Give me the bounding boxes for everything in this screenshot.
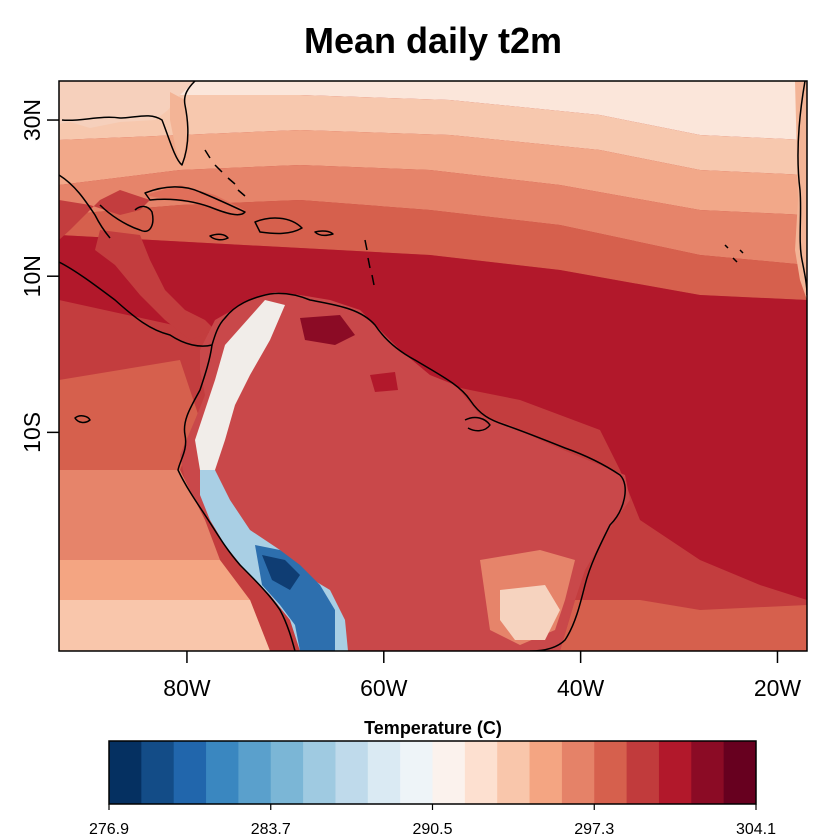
colorbar-cell xyxy=(529,741,563,804)
map-frame xyxy=(58,80,808,652)
coastline-mexico-gulf xyxy=(59,174,111,239)
colorbar-cell xyxy=(400,741,433,804)
colorbar-cell xyxy=(270,741,304,804)
field-band-south-pacific-3 xyxy=(59,600,270,651)
coastline-south-america-pacific xyxy=(177,344,296,651)
colorbar-cell xyxy=(691,741,725,804)
colorbar-cells xyxy=(109,741,757,804)
map-axes: 80W 60W 40W 20W 30N 10N 10S xyxy=(19,99,801,701)
field-band-north-4 xyxy=(59,165,807,265)
coastline-cape-verde xyxy=(724,244,744,263)
colorbar-tick-label: 304.1 xyxy=(736,821,776,838)
coastline-mexico-central-america xyxy=(59,261,626,651)
x-tick-label: 20W xyxy=(754,675,802,701)
map-panel xyxy=(59,81,807,651)
colorbar-cell xyxy=(626,741,660,804)
colorbar-cell xyxy=(141,741,175,804)
coastline-jamaica xyxy=(209,233,229,241)
coastline-bahamas xyxy=(204,149,246,197)
land-andes-core xyxy=(262,555,300,590)
colorbar-cell xyxy=(561,741,595,804)
land-hot-patch-amazon xyxy=(370,372,398,392)
colorbar-cell xyxy=(432,741,466,804)
colorbar-cell xyxy=(173,741,207,804)
colorbar-tick-label: 297.3 xyxy=(574,821,614,838)
field-band-eastern-pacific xyxy=(59,360,200,470)
coastline-gulf-north xyxy=(61,81,196,166)
colorbar-tick-label: 290.5 xyxy=(412,821,452,838)
land xyxy=(59,81,807,651)
coastline-yucatan xyxy=(99,204,154,232)
field-band-north-5 xyxy=(59,200,807,300)
coastline-puerto-rico xyxy=(314,230,334,237)
coastlines xyxy=(59,81,807,651)
field-band-north-1 xyxy=(59,81,807,140)
coastline-cuba xyxy=(144,186,246,216)
colorbar-tick-label: 276.9 xyxy=(89,821,129,838)
field-band-south-atlantic xyxy=(560,600,807,651)
coastline-africa xyxy=(797,81,807,296)
colorbar: Temperature (C) 276.9 283.7 290.5 297.3 304.… xyxy=(89,718,776,838)
temperature-field xyxy=(59,81,807,651)
colorbar-cell xyxy=(206,741,239,804)
y-tick-label: 30N xyxy=(19,99,45,141)
land-brazil-southeast-cool xyxy=(500,585,560,640)
coastline-hispaniola xyxy=(254,217,303,235)
land-hispaniola xyxy=(255,218,300,234)
colorbar-cell xyxy=(658,741,692,804)
colorbar-tick-label: 283.7 xyxy=(251,821,291,838)
x-tick-label: 40W xyxy=(557,675,605,701)
colorbar-cell xyxy=(497,741,531,804)
coastline-galapagos xyxy=(74,415,91,424)
colorbar-cell xyxy=(723,741,757,804)
y-tick-label: 10N xyxy=(19,255,45,297)
colorbar-cell xyxy=(109,741,142,804)
coastline-amazon-mouth xyxy=(464,416,491,432)
colorbar-ticks: 276.9 283.7 290.5 297.3 304.1 xyxy=(89,804,776,838)
land-andes-highlands xyxy=(195,300,285,470)
field-band-north-2 xyxy=(59,95,807,175)
field-band-south-pacific-1 xyxy=(59,470,220,560)
colorbar-cell xyxy=(303,741,336,804)
colorbar-title: Temperature (C) xyxy=(364,718,502,738)
x-tick-label: 60W xyxy=(360,675,408,701)
land-north-america xyxy=(59,81,195,128)
field-band-north-3 xyxy=(59,130,807,215)
land-central-america-south xyxy=(95,230,215,340)
land-cuba xyxy=(145,185,245,215)
colorbar-cell xyxy=(335,741,369,804)
land-florida xyxy=(170,92,188,165)
x-tick-label: 80W xyxy=(163,675,211,701)
colorbar-cell xyxy=(464,741,498,804)
y-tick-label: 10S xyxy=(19,412,45,453)
map-title: Mean daily t2m xyxy=(304,20,562,61)
land-mexico-central-america xyxy=(59,190,150,240)
colorbar-cell xyxy=(594,741,628,804)
colorbar-cell xyxy=(238,741,272,804)
colorbar-cell xyxy=(367,741,401,804)
land-hot-patch-venezuela xyxy=(300,315,355,345)
coastline-lesser-antilles xyxy=(364,239,375,286)
